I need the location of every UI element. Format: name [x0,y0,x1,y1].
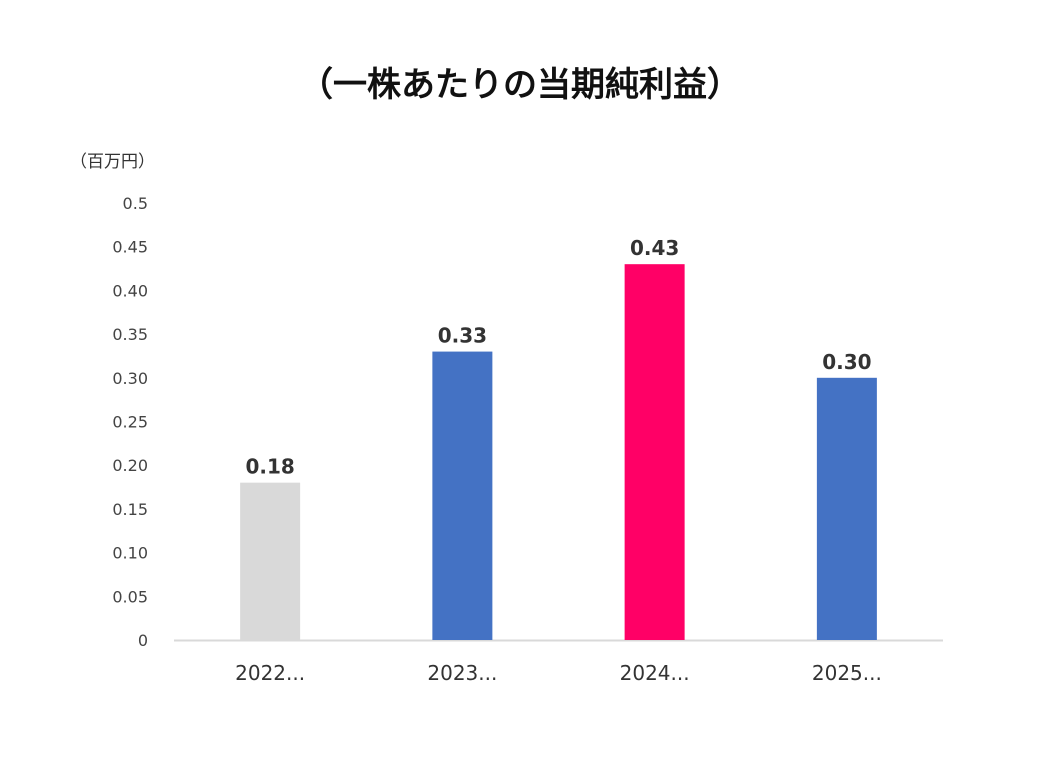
x-tick-label: 2022... [235,661,305,685]
data-label: 0.18 [245,455,294,479]
y-tick-label: 0.10 [112,544,148,563]
data-label: 0.30 [822,350,871,374]
bar [432,351,493,640]
bar [240,482,301,640]
bar [624,264,685,640]
y-axis-unit-label: （百万円） [70,152,155,172]
y-tick-label: 0.20 [112,456,148,475]
y-tick-label: 0.35 [112,325,148,344]
data-label: 0.33 [438,324,487,348]
y-tick-label: 0.05 [112,587,148,606]
bar [816,377,877,640]
y-tick-label: 0.15 [112,500,148,519]
y-tick-label: 0.5 [123,194,148,213]
x-tick-label: 2024... [620,661,690,685]
y-tick-label: 0.40 [112,281,148,300]
x-tick-label: 2025... [812,661,882,685]
y-tick-label: 0.45 [112,238,148,257]
chart-title: （一株あたりの当期純利益） [299,65,741,105]
x-tick-label: 2023... [427,661,497,685]
y-tick-label: 0.25 [112,413,148,432]
y-tick-label: 0.30 [112,369,148,388]
data-label: 0.43 [630,236,679,260]
y-tick-label: 0 [138,631,148,650]
